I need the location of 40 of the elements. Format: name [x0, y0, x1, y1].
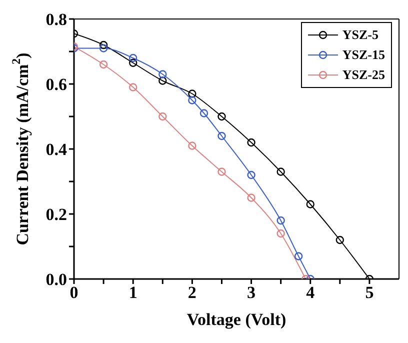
y-tick-label: 0.2	[46, 205, 67, 224]
y-tick-label: 0.6	[46, 75, 67, 94]
x-tick-label: 1	[128, 283, 138, 302]
point	[128, 54, 138, 62]
y-tick-label: 0.8	[46, 10, 67, 30]
x-tick-label: 0	[70, 283, 78, 302]
point	[247, 138, 256, 147]
x-tick-label: 3	[247, 283, 256, 302]
point	[294, 252, 303, 260]
point	[188, 142, 196, 150]
y-tick-label: 0.0	[46, 270, 67, 290]
point	[158, 70, 167, 78]
legend-label: YSZ-25	[342, 67, 385, 83]
point	[218, 112, 226, 121]
point	[188, 90, 196, 98]
x-tick-label: 2	[188, 283, 196, 302]
point	[276, 229, 285, 238]
point	[306, 200, 314, 208]
point	[200, 109, 208, 118]
point	[158, 76, 167, 85]
point	[276, 216, 285, 225]
point	[276, 168, 285, 176]
point	[247, 194, 256, 202]
point	[336, 236, 344, 244]
point	[158, 112, 167, 121]
x-tick-label: 5	[365, 283, 374, 302]
point	[218, 132, 226, 140]
x-tick-label: 4	[306, 283, 316, 302]
y-tick-label: 0.4	[46, 140, 68, 160]
legend-label: YSZ-5	[342, 27, 378, 43]
x-axis-title: Voltage (Volt)	[186, 310, 286, 329]
point	[99, 60, 108, 69]
point	[128, 58, 138, 67]
point	[99, 44, 108, 52]
point	[247, 170, 256, 180]
point	[188, 96, 196, 104]
point	[99, 40, 108, 50]
legend-label: YSZ-15	[342, 47, 385, 63]
point	[128, 83, 138, 92]
point	[218, 168, 226, 176]
